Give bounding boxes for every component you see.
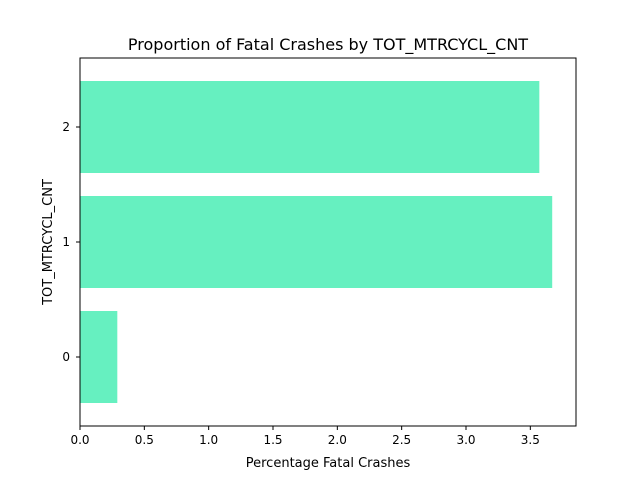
x-tick-label: 1.0 bbox=[199, 433, 218, 447]
x-tick-label: 0.0 bbox=[70, 433, 89, 447]
x-axis-label: Percentage Fatal Crashes bbox=[246, 456, 411, 471]
bar-0 bbox=[80, 311, 118, 403]
bar-2 bbox=[80, 81, 540, 173]
x-tick-label: 1.5 bbox=[263, 433, 282, 447]
x-tick-label: 2.5 bbox=[392, 433, 411, 447]
y-tick-label: 2 bbox=[62, 120, 70, 134]
x-tick-label: 2.0 bbox=[328, 433, 347, 447]
bar-1 bbox=[80, 196, 553, 288]
x-tick-label: 3.5 bbox=[521, 433, 540, 447]
y-axis-label: TOT_MTRCYCL_CNT bbox=[41, 179, 56, 306]
chart-title: Proportion of Fatal Crashes by TOT_MTRCY… bbox=[128, 35, 528, 55]
bars-group bbox=[80, 81, 553, 403]
x-ticks-group: 0.0 0.5 1.0 1.5 2.0 2.5 3.0 3.5 bbox=[70, 426, 540, 447]
y-tick-label: 0 bbox=[62, 350, 70, 364]
x-tick-label: 0.5 bbox=[135, 433, 154, 447]
x-tick-label: 3.0 bbox=[456, 433, 475, 447]
y-tick-label: 1 bbox=[62, 235, 70, 249]
y-ticks-group: 0 1 2 bbox=[62, 120, 80, 364]
